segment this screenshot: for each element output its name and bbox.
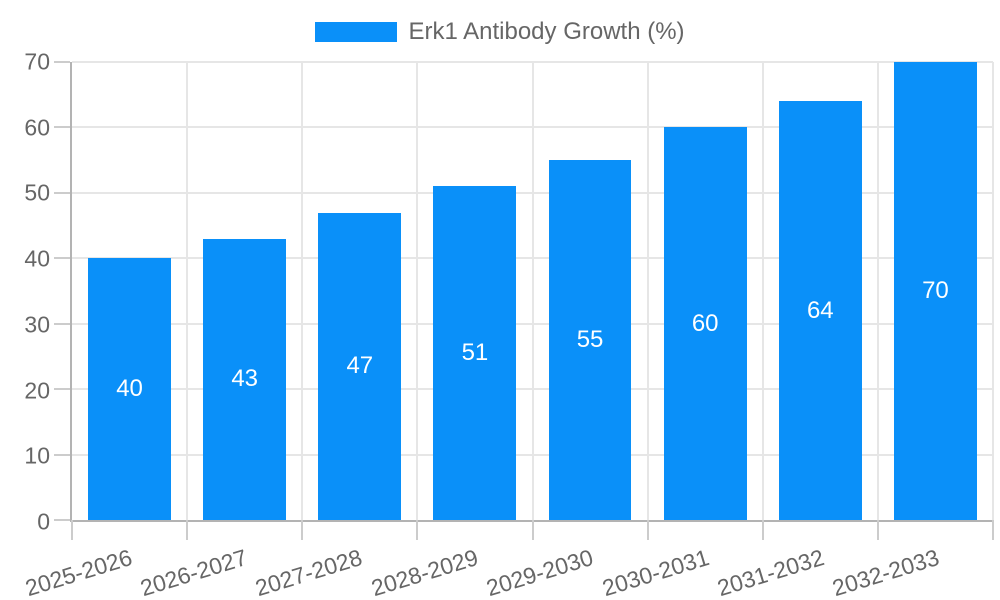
legend-swatch [315, 22, 398, 42]
y-axis-tick-label: 30 [24, 311, 50, 338]
x-axis-category-label: 2027-2028 [252, 544, 366, 600]
bar-slot: 70 [878, 62, 993, 520]
v-gridline [992, 62, 994, 520]
bar-value-label: 64 [806, 296, 834, 324]
y-axis-tick-label: 0 [37, 508, 50, 535]
v-gridline [876, 62, 879, 520]
bar[interactable]: 55 [548, 160, 632, 520]
v-gridline [646, 62, 649, 520]
x-axis-tick [186, 520, 189, 540]
bar[interactable]: 60 [663, 127, 747, 520]
bar-slot: 60 [648, 62, 763, 520]
bar-slot: 64 [763, 62, 878, 520]
bar[interactable]: 47 [318, 212, 402, 520]
y-axis-tick [54, 322, 70, 325]
bar-value-label: 43 [231, 365, 259, 393]
bar-value-label: 40 [116, 375, 143, 403]
x-axis-tick [876, 520, 879, 540]
x-axis-tick [301, 520, 304, 540]
bar[interactable]: 70 [893, 62, 977, 520]
y-axis-tick [54, 61, 70, 63]
y-axis-tick [54, 453, 70, 456]
bar-slot: 51 [417, 62, 532, 520]
y-axis-tick-label: 40 [24, 245, 50, 272]
bar-value-label: 70 [922, 277, 949, 304]
bar-slot: 40 [72, 62, 187, 520]
bar[interactable]: 64 [778, 101, 862, 520]
x-axis-tick [416, 520, 419, 540]
x-axis-labels: 2025-2026 2026-2027 2027-2028 2028-2029 2029… [22, 544, 993, 600]
x-axis-category-label: 2030-2031 [598, 544, 712, 600]
legend-item[interactable]: Erk1 Antibody Growth (%) [0, 20, 1000, 44]
bar-value-label: 47 [346, 352, 374, 380]
bar[interactable]: 51 [433, 186, 517, 520]
x-axis-tick [71, 520, 73, 540]
x-axis-category-label: 2029-2030 [483, 544, 597, 600]
legend-label: Erk1 Antibody Growth (%) [408, 18, 685, 45]
plot-area: 40 43 47 51 55 60 64 70 [54, 61, 994, 540]
x-axis-category-label: 2026-2027 [137, 544, 251, 600]
bar[interactable]: 43 [203, 238, 287, 520]
y-axis-labels: 0 10 20 30 40 50 60 70 [0, 50, 50, 533]
y-axis-tick [54, 519, 70, 521]
x-axis-tick [761, 520, 764, 540]
v-gridline [416, 62, 419, 520]
x-axis-category-label: 2032-2033 [829, 544, 943, 600]
x-axis-tick [992, 520, 994, 540]
y-axis-tick [54, 257, 70, 260]
bar-slot: 55 [533, 62, 648, 520]
x-axis-tick [531, 520, 534, 540]
bar-value-label: 51 [461, 339, 489, 367]
y-axis-tick [54, 191, 70, 194]
x-axis-tick [646, 520, 649, 540]
y-axis-tick-label: 60 [24, 114, 50, 141]
y-axis-tick-label: 70 [24, 48, 50, 75]
y-axis-tick-label: 50 [24, 179, 50, 206]
y-axis-tick-label: 10 [24, 442, 50, 469]
v-gridline [301, 62, 304, 520]
v-gridline [531, 62, 534, 520]
v-gridline [761, 62, 764, 520]
bar-slot: 47 [302, 62, 417, 520]
bar[interactable]: 40 [88, 258, 171, 520]
x-axis-category-label: 2028-2029 [368, 544, 481, 600]
bar-value-label: 60 [691, 309, 719, 337]
v-gridline [186, 62, 189, 520]
bar-value-label: 55 [576, 326, 604, 354]
y-axis-tick-label: 20 [24, 377, 50, 404]
x-axis-category-label: 2025-2026 [21, 544, 135, 600]
bar-slot: 43 [187, 62, 302, 520]
y-axis-tick [54, 388, 70, 391]
grid-layer [54, 61, 994, 540]
y-axis-tick [54, 126, 70, 129]
bars-layer: 40 43 47 51 55 60 64 70 [72, 62, 993, 520]
x-axis-category-label: 2031-2032 [714, 544, 827, 600]
